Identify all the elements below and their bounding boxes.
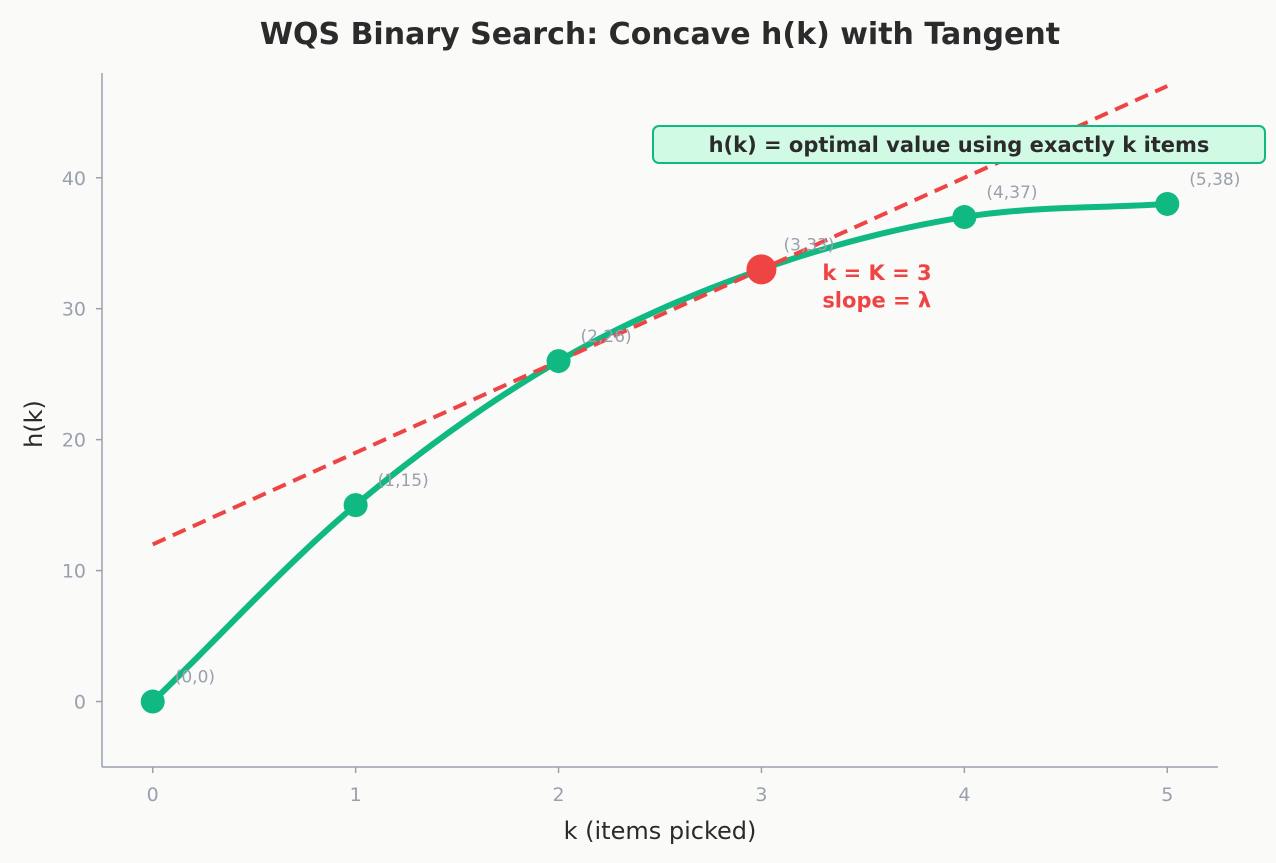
point-labels: (0,0) (1,15) (2,26) (3,33) (4,37) (5,38) (175, 170, 1241, 688)
data-point (343, 493, 368, 518)
definition-box: h(k) = optimal value using exactly k ite… (652, 125, 1266, 164)
y-tick-label: 40 (62, 168, 86, 190)
y-ticks: 0 10 20 30 40 (62, 168, 102, 714)
point-label: (2,26) (581, 327, 632, 347)
definition-box-frame (652, 125, 1266, 164)
x-ticks: 0 1 2 3 4 5 (147, 767, 1173, 806)
data-point (546, 349, 571, 374)
definition-box-text: h(k) = optimal value using exactly k ite… (709, 133, 1210, 157)
point-label: (0,0) (175, 668, 215, 688)
annotation-slope-lambda: slope = λ (822, 288, 931, 312)
axes (101, 73, 1218, 768)
x-axis-label: k (items picked) (564, 817, 757, 845)
y-axis-label: h(k) (20, 400, 48, 448)
point-label: (3,33) (783, 235, 834, 255)
highlight-point (746, 254, 777, 285)
x-tick-label: 2 (552, 784, 564, 806)
y-tick-label: 0 (74, 692, 86, 714)
data-point (1155, 191, 1180, 216)
x-tick-label: 0 (147, 784, 159, 806)
chart-title: WQS Binary Search: Concave h(k) with Tan… (260, 17, 1060, 52)
point-label: (4,37) (986, 183, 1037, 203)
annotation-k-equals-K: k = K = 3 (822, 261, 931, 285)
data-points (140, 191, 1180, 714)
x-tick-label: 1 (350, 784, 362, 806)
y-tick-label: 10 (62, 561, 86, 583)
y-tick-label: 30 (62, 299, 86, 321)
h-curve-line (149, 200, 1171, 705)
point-label: (5,38) (1189, 170, 1240, 190)
y-tick-label: 20 (62, 430, 86, 452)
data-point (952, 205, 977, 230)
point-label: (1,15) (378, 471, 429, 491)
x-tick-label: 5 (1161, 784, 1173, 806)
data-point (140, 689, 165, 714)
x-tick-label: 4 (958, 784, 970, 806)
x-tick-label: 3 (755, 784, 767, 806)
